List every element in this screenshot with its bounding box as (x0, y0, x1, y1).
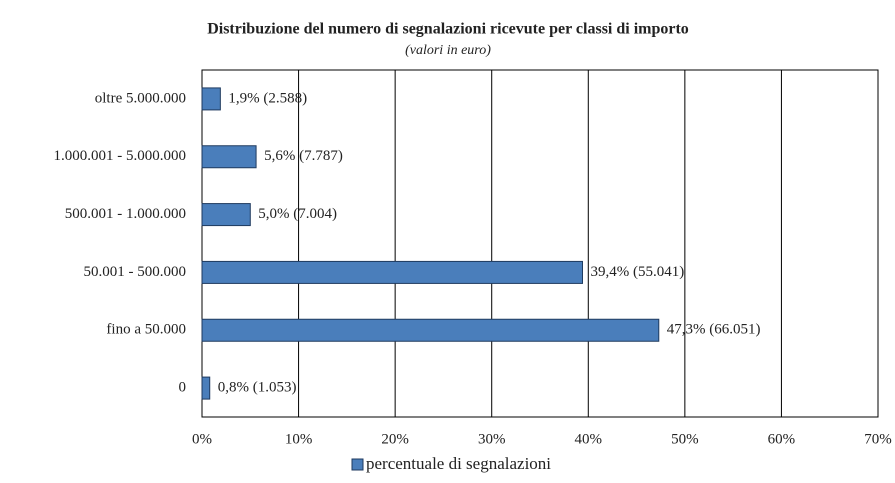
y-tick-label: oltre 5.000.000 (95, 90, 186, 106)
y-tick-label: 50.001 - 500.000 (84, 264, 187, 280)
x-tick-label: 10% (285, 431, 313, 447)
value-label: 5,0% (7.004) (258, 206, 337, 222)
y-tick-label: 1.000.001 - 5.000.000 (54, 148, 187, 164)
chart-subtitle: (valori in euro) (405, 43, 491, 58)
y-tick-label: 500.001 - 1.000.000 (65, 206, 186, 222)
x-tick-label: 30% (478, 431, 506, 447)
y-tick-label: 0 (179, 380, 187, 396)
y-tick-label: fino a 50.000 (106, 322, 186, 338)
chart-title: Distribuzione del numero di segnalazioni… (207, 21, 689, 38)
bar (201, 376, 211, 400)
bar (201, 318, 660, 342)
bar (201, 145, 257, 169)
x-tick-label: 60% (768, 431, 796, 447)
bar (201, 260, 583, 284)
value-label: 1,9% (2.588) (228, 90, 307, 106)
value-label: 39,4% (55.041) (590, 264, 684, 280)
x-tick-label: 0% (192, 431, 212, 447)
value-label: 47,3% (66.051) (667, 322, 761, 338)
plot-border (201, 69, 879, 418)
x-tick-label: 20% (381, 431, 409, 447)
x-tick-label: 40% (575, 431, 603, 447)
legend-swatch (351, 458, 364, 471)
bar (201, 87, 221, 111)
x-tick-label: 70% (864, 431, 892, 447)
bar (201, 203, 251, 227)
value-label: 5,6% (7.787) (264, 148, 343, 164)
x-tick-label: 50% (671, 431, 699, 447)
value-label: 0,8% (1.053) (218, 380, 297, 396)
legend-label: percentuale di segnalazioni (366, 454, 551, 473)
